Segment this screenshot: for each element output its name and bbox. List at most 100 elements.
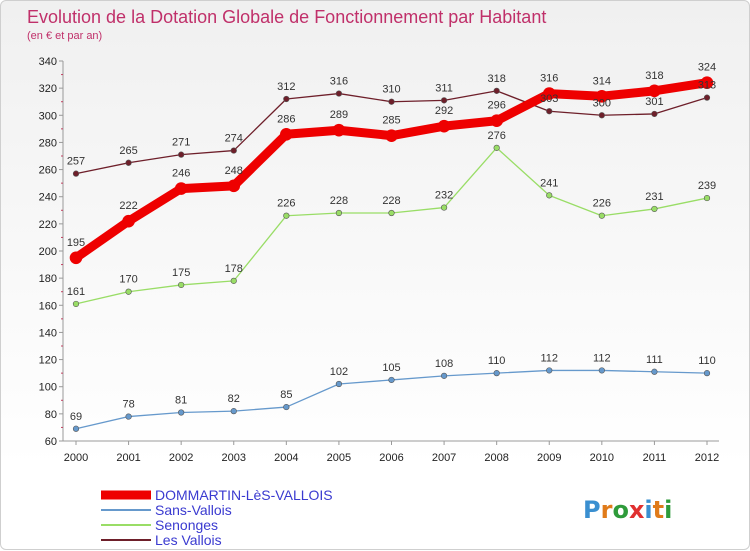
data-label-les-vallois: 313 [698,80,716,92]
data-label-les-vallois: 274 [225,133,243,145]
data-label-sans-vallois: 78 [122,399,134,411]
data-label-sans-vallois: 105 [382,362,400,374]
data-point-dommartin-l-s-vallois [69,251,83,265]
logo-letter: o [612,496,629,524]
data-label-sans-vallois: 81 [175,395,187,407]
data-label-senonges: 241 [540,177,558,189]
x-tick-label: 2008 [484,452,508,464]
x-tick-label: 2011 [643,452,667,464]
axes: 60 80 100 120 140 160 180 200 220 240 260 280 300 320… [39,56,720,464]
chart-title: Evolution de la Dotation Globale de Fonc… [27,7,546,27]
data-point-dommartin-l-s-vallois [122,214,135,228]
y-tick-label: 260 [39,165,57,177]
y-tick-label: 220 [39,219,57,231]
series-line-dommartin-l-s-vallois [71,78,712,263]
x-tick-label: 2012 [695,452,719,464]
data-point-sans-vallois [335,380,343,388]
data-point-les-vallois [178,151,185,158]
data-label-dommartin-l-s-vallois: 318 [645,70,663,82]
y-tick-label: 200 [39,246,57,258]
data-label-dommartin-l-s-vallois: 316 [540,73,558,85]
data-point-les-vallois [440,97,448,104]
data-point-senonges [283,212,290,219]
x-tick-label: 2002 [169,452,193,464]
legend-entry: Senonges [155,517,218,533]
logo-letter: r [601,496,613,524]
data-point-les-vallois [598,112,605,119]
data-label-sans-vallois: 82 [228,393,240,405]
data-label-les-vallois: 265 [119,145,137,157]
data-label-dommartin-l-s-vallois: 222 [119,200,137,212]
data-label-sans-vallois: 108 [435,358,453,370]
data-point-sans-vallois [230,408,237,415]
logo-letter: x [629,496,645,524]
data-point-dommartin-l-s-vallois [542,87,556,100]
data-label-senonges: 226 [277,198,295,210]
proxiti-logo: Proxiti [583,496,672,524]
y-tick-label: 340 [39,56,57,68]
data-point-sans-vallois [651,368,658,375]
series-layer [69,76,714,432]
data-label-dommartin-l-s-vallois: 324 [698,62,716,74]
data-label-les-vallois: 301 [645,96,663,108]
data-labels: 257 265 271 274 312 316 310 311 318 303 300 301 313 1… [67,62,716,423]
logo-letter: i [664,496,672,524]
data-point-senonges [178,281,185,289]
y-tick-label: 100 [39,382,57,394]
data-label-sans-vallois: 85 [280,389,292,401]
data-point-dommartin-l-s-vallois [437,119,451,133]
x-tick-label: 2006 [379,452,403,464]
data-point-les-vallois [388,98,395,105]
data-point-les-vallois [125,159,132,166]
data-point-les-vallois [230,147,237,154]
data-point-sans-vallois [125,413,132,420]
data-label-sans-vallois: 112 [593,352,611,364]
data-point-dommartin-l-s-vallois [174,182,188,195]
data-point-sans-vallois [283,403,290,411]
data-label-les-vallois: 271 [172,137,190,149]
data-label-sans-vallois: 112 [540,352,558,364]
logo-letter: P [583,496,601,524]
x-tick-label: 2001 [116,452,140,464]
y-tick-label: 80 [45,409,57,421]
data-point-sans-vallois [493,370,500,377]
data-point-sans-vallois [178,409,185,416]
data-label-les-vallois: 300 [593,97,611,109]
y-tick-label: 180 [39,273,57,285]
data-label-dommartin-l-s-vallois: 285 [382,115,400,127]
y-tick-label: 280 [39,137,57,149]
data-label-sans-vallois: 110 [488,355,506,367]
x-tick-label: 2000 [64,452,88,464]
logo-letter: i [644,496,652,524]
data-point-sans-vallois [388,376,395,384]
data-point-dommartin-l-s-vallois [700,76,714,90]
data-point-les-vallois [72,170,80,177]
data-label-senonges: 231 [645,191,663,203]
data-point-senonges [72,300,80,308]
data-point-senonges [335,209,343,217]
data-point-sans-vallois [598,367,605,374]
data-label-senonges: 228 [330,195,348,207]
data-point-les-vallois [493,87,500,94]
data-label-senonges: 232 [435,190,453,202]
x-tick-label: 2003 [222,452,246,464]
y-tick-label: 160 [39,300,57,312]
data-label-dommartin-l-s-vallois: 286 [277,113,295,125]
data-label-senonges: 276 [487,130,505,142]
data-point-dommartin-l-s-vallois [385,129,398,142]
data-point-les-vallois [703,94,711,101]
data-label-sans-vallois: 69 [70,411,82,423]
data-label-les-vallois: 303 [540,93,558,105]
y-tick-label: 120 [39,355,57,367]
data-point-dommartin-l-s-vallois [227,179,241,193]
data-label-les-vallois: 257 [67,156,85,168]
y-tick-label: 320 [39,83,57,95]
data-point-senonges [388,209,395,217]
data-point-sans-vallois [440,372,448,379]
data-label-les-vallois: 310 [382,84,400,96]
data-label-dommartin-l-s-vallois: 289 [330,109,348,121]
data-label-senonges: 239 [698,180,716,192]
data-point-senonges [598,212,605,219]
